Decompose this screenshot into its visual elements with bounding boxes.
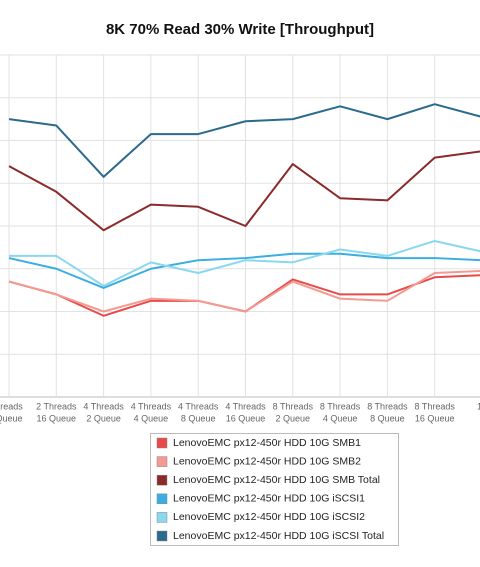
x-tick-label: 4 Threads [178,401,219,411]
x-tick-label: 16 Queue [415,413,455,423]
legend-swatch [156,437,168,449]
series-line [8,274,480,317]
legend-label: LenovoEMC px12-450r HDD 10G iSCSI2 [173,511,365,523]
legend-swatch [156,512,168,523]
x-tick-label: 16 [477,401,480,411]
chart-title: 8K 70% Read 30% Write [Throughput] [106,21,374,38]
x-tick-label: Queue [0,413,23,423]
legend-label: LenovoEMC px12-450r HDD 10G SMB1 [173,437,361,449]
series-line [8,252,480,289]
series-line [8,269,480,313]
x-tick-label: 8 Queue [181,413,216,423]
x-tick-label: 8 Threads [415,401,456,411]
series-line [9,239,480,287]
legend-label: LenovoEMC px12-450r HDD 10G SMB Total [173,474,380,486]
legend-label: LenovoEMC px12-450r HDD 10G iSCSI Total [173,530,384,542]
legend-label: LenovoEMC px12-450r HDD 10G iSCSI1 [173,493,365,505]
series-line [8,103,480,178]
legend-swatch [156,456,168,467]
x-tick-label: 4 Threads [83,401,124,411]
series-line [8,150,480,232]
x-tick-label: 2 Queue [86,413,121,423]
x-tick-label: 4 Queue [134,413,169,423]
x-tick-label: 4 Threads [225,401,266,411]
x-tick-label: 8 Threads [320,401,361,411]
x-tick-label: 2 Threads [36,401,77,411]
x-tick-label: 8 Threads [273,401,314,411]
x-tick-label: 4 Threads [131,401,172,411]
x-tick-label: 4 Queue [323,413,358,423]
x-tick-label: 2 Queue [276,413,311,423]
x-tick-label: 8 Threads [367,401,408,411]
legend-swatch [156,474,168,486]
x-tick-label: 16 Queue [226,413,266,423]
x-tick-label: 16 Queue [37,413,77,423]
legend-swatch [156,530,168,542]
x-tick-label: hreads [0,401,23,411]
legend-swatch [156,493,168,505]
legend [150,433,399,546]
legend-label: LenovoEMC px12-450r HDD 10G SMB2 [173,455,361,467]
x-tick-label: 8 Queue [370,413,405,423]
